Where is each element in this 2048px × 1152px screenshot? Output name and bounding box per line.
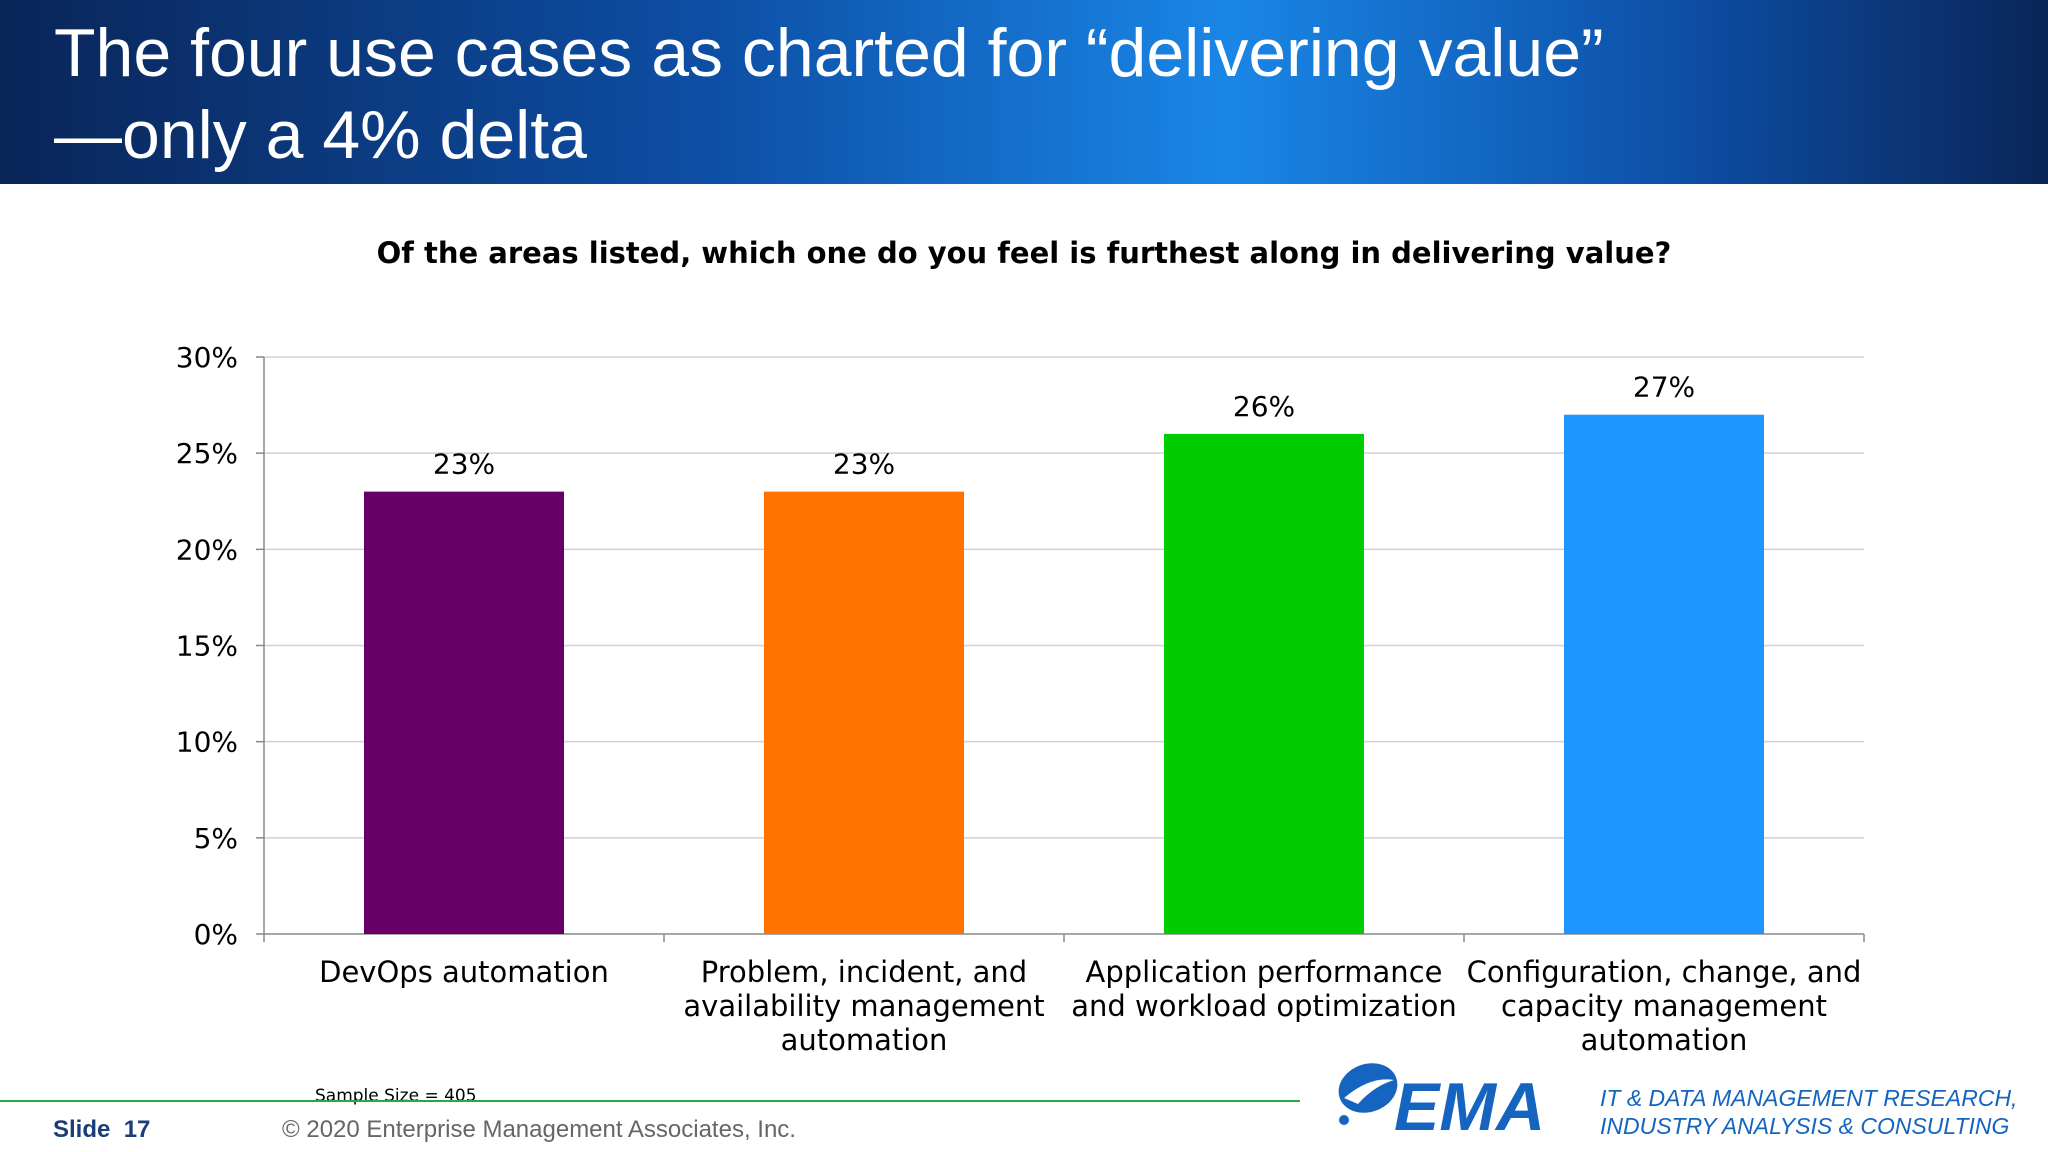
tagline-line-1: IT & DATA MANAGEMENT RESEARCH, — [1600, 1085, 2018, 1111]
x-tick-label: Application performance — [1086, 955, 1443, 989]
y-tick-label: 0% — [194, 918, 238, 951]
slide-label-text: Slide — [53, 1116, 111, 1143]
ema-swoosh-icon — [1338, 1063, 1398, 1125]
y-tick-label: 25% — [176, 437, 238, 470]
y-tick-label: 15% — [176, 630, 238, 663]
slide-number-value: 17 — [123, 1116, 151, 1143]
data-label: 23% — [433, 448, 495, 481]
x-tick-label: automation — [781, 1023, 948, 1057]
y-tick-label: 20% — [176, 533, 238, 566]
x-tick-label: availability management — [683, 989, 1044, 1023]
x-tick-label: capacity management — [1501, 989, 1827, 1023]
data-label: 23% — [833, 448, 895, 481]
bar — [364, 491, 564, 934]
x-tick-label: Configuration, change, and — [1467, 955, 1862, 989]
slide-title-line-1: The four use cases as charted for “deliv… — [54, 15, 1604, 91]
ema-tagline: IT & DATA MANAGEMENT RESEARCH, INDUSTRY … — [1600, 1084, 2017, 1140]
y-tick-label: 30% — [176, 341, 238, 374]
bar — [1164, 433, 1364, 934]
data-label: 27% — [1633, 371, 1695, 404]
x-tick-label: DevOps automation — [319, 955, 609, 989]
bar — [764, 491, 964, 934]
slide-title: The four use cases as charted for “deliv… — [54, 12, 1954, 176]
copyright-notice: © 2020 Enterprise Management Associates,… — [282, 1116, 796, 1143]
tagline-line-2: INDUSTRY ANALYSIS & CONSULTING — [1600, 1113, 2010, 1139]
ema-logo: EMA — [1338, 1063, 1545, 1138]
sample-size: Sample Size = 405 — [315, 1086, 477, 1106]
slide-title-line-2: —only a 4% delta — [54, 97, 587, 173]
bar-chart: 0% 5% 10% 15% 20% 25% 30% 23% DevOps automation 2… — [176, 341, 1865, 1057]
y-tick-label: 10% — [176, 726, 238, 759]
chart-question: Of the areas listed, which one do you fe… — [376, 236, 1672, 270]
footer-divider — [0, 1100, 1300, 1102]
x-tick-label: Problem, incident, and — [701, 955, 1027, 989]
data-label: 26% — [1233, 390, 1295, 423]
x-tick-label: automation — [1581, 1023, 1748, 1057]
bar — [1564, 414, 1764, 934]
y-tick-label: 5% — [194, 822, 238, 855]
x-tick-label: and workload optimization — [1071, 989, 1457, 1023]
title-banner: The four use cases as charted for “deliv… — [0, 0, 2048, 184]
ema-logo-text: EMA — [1394, 1069, 1545, 1138]
slide-number: Slide 17 — [53, 1116, 150, 1144]
